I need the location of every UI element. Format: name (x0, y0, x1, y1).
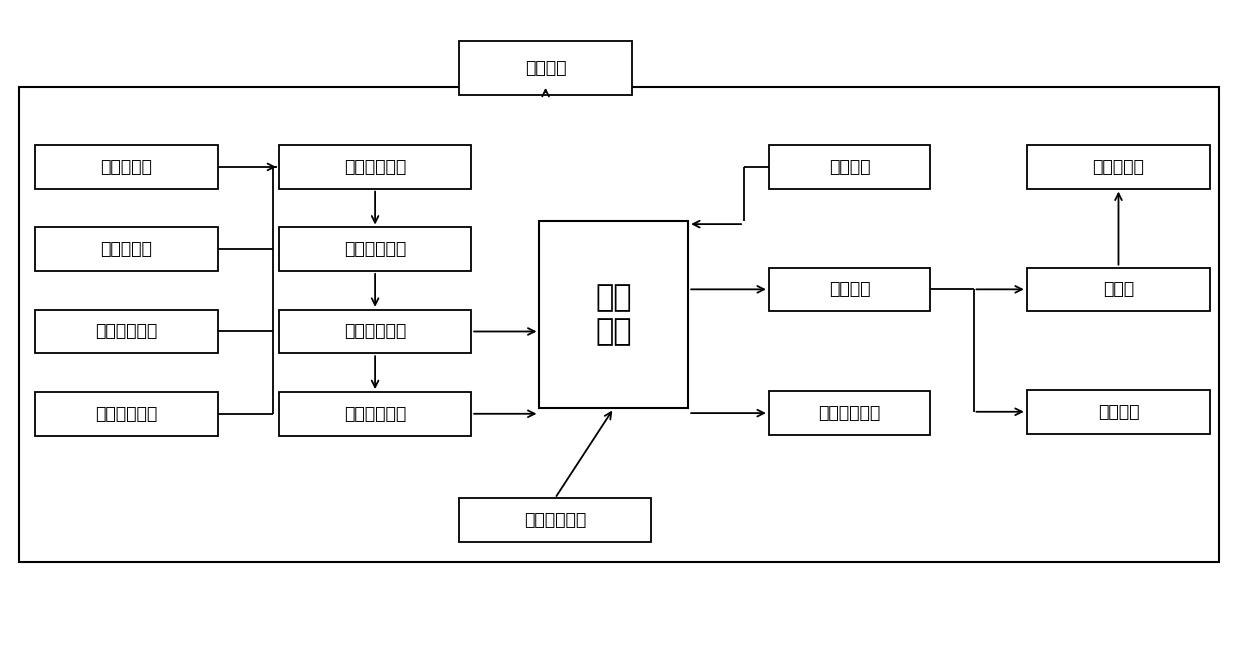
Bar (769, 391, 930, 435)
Bar (539, 221, 688, 408)
Text: 用户终端: 用户终端 (1097, 403, 1140, 421)
Text: 定位装置: 定位装置 (828, 158, 870, 176)
Text: 光电隔离装置: 光电隔离装置 (343, 158, 407, 176)
Text: 短路传感器: 短路传感器 (100, 158, 153, 176)
Text: 模数转换电路: 模数转换电路 (343, 405, 407, 423)
Text: 信号滤波电路: 信号滤波电路 (343, 240, 407, 258)
Text: 主控
制器: 主控 制器 (595, 283, 632, 346)
Bar (19, 87, 1219, 562)
Bar (769, 145, 930, 189)
Text: 上位机: 上位机 (1102, 280, 1135, 298)
Bar (1027, 145, 1210, 189)
Text: 数据存储装置: 数据存储装置 (523, 511, 587, 529)
Text: 信号放大电路: 信号放大电路 (343, 322, 407, 341)
Bar (279, 310, 471, 353)
Bar (769, 268, 930, 311)
Bar (1027, 268, 1210, 311)
Text: 电压检测装置: 电压检测装置 (95, 405, 157, 423)
Bar (35, 227, 218, 271)
Text: 接地传感器: 接地传感器 (100, 240, 153, 258)
Text: 云端服务器: 云端服务器 (1092, 158, 1145, 176)
Bar (1027, 390, 1210, 434)
Bar (35, 145, 218, 189)
Text: 电流检测装置: 电流检测装置 (95, 322, 157, 341)
Bar (35, 392, 218, 436)
Bar (35, 310, 218, 353)
Bar (279, 392, 471, 436)
Bar (279, 145, 471, 189)
Bar (459, 41, 632, 95)
Bar (459, 498, 651, 542)
Text: 数据显示装置: 数据显示装置 (818, 404, 880, 422)
Text: 供电装置: 供电装置 (525, 60, 567, 77)
Text: 通信装置: 通信装置 (828, 280, 870, 298)
Bar (279, 227, 471, 271)
